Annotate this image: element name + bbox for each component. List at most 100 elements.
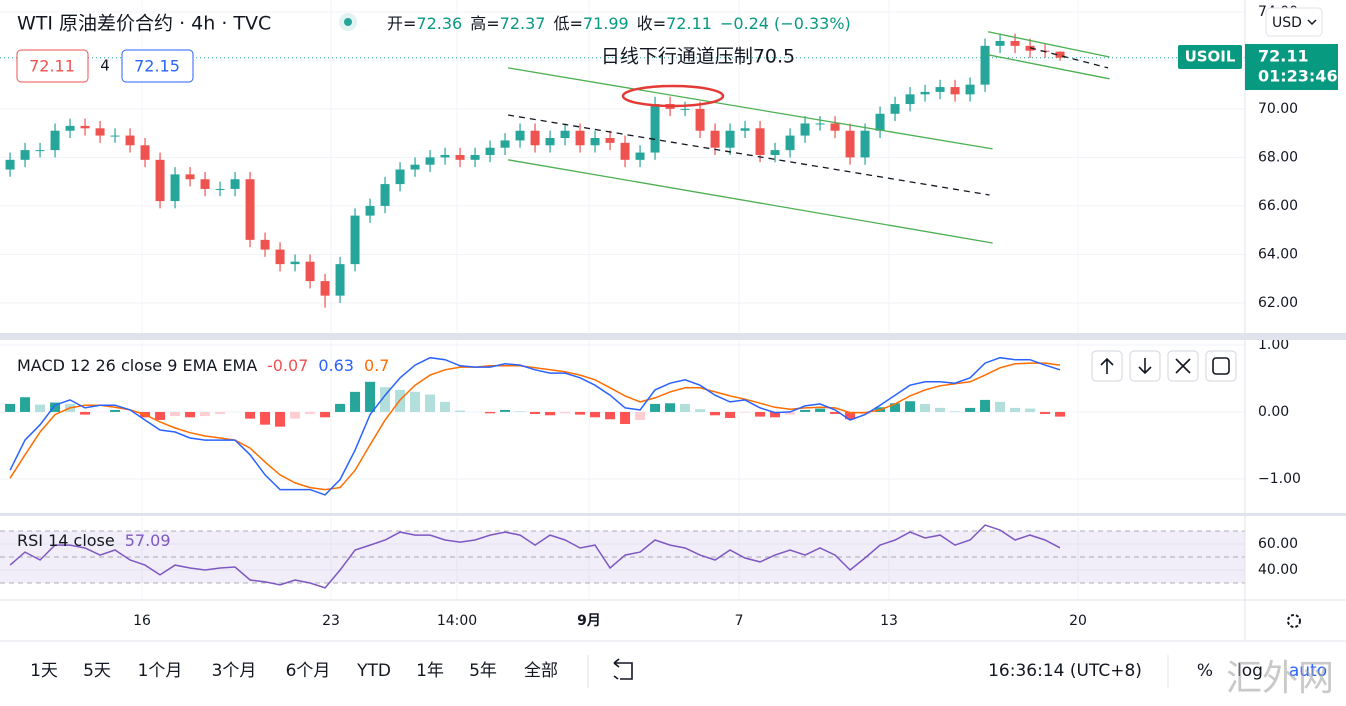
- histogram-bar: [50, 402, 61, 412]
- ohlc-value: 71.99: [583, 14, 629, 33]
- histogram-bar: [980, 399, 991, 412]
- histogram-bar: [20, 397, 31, 412]
- y-tick-label: 68.00: [1258, 149, 1298, 165]
- candle-body: [905, 94, 915, 105]
- candle-body: [650, 104, 660, 153]
- chart-title: WTI 原油差价合约 · 4h · TVC: [17, 13, 271, 35]
- scale-option[interactable]: auto: [1289, 661, 1327, 681]
- histogram-bar: [200, 411, 211, 416]
- histogram-bar: [815, 408, 826, 412]
- trendline: [507, 114, 990, 196]
- hist-value: -0.07: [267, 356, 308, 375]
- range-button[interactable]: 5天: [83, 661, 111, 681]
- histogram-bar: [755, 411, 766, 417]
- histogram-bar: [1025, 408, 1036, 412]
- range-button[interactable]: 全部: [524, 661, 558, 681]
- candle-body: [80, 125, 90, 129]
- range-button[interactable]: 1年: [416, 661, 444, 681]
- symbol-tag-label: USOIL: [1185, 48, 1236, 66]
- histogram-bar: [665, 403, 676, 412]
- candle-body: [800, 123, 810, 136]
- bid-price: 72.11: [29, 57, 75, 76]
- histogram-bar: [785, 411, 796, 415]
- histogram-bar: [440, 401, 451, 412]
- range-button[interactable]: 5年: [469, 661, 497, 681]
- histogram-bar: [905, 401, 916, 412]
- histogram-bar: [800, 409, 811, 412]
- candle-body: [830, 123, 840, 131]
- scale-option[interactable]: %: [1197, 661, 1213, 681]
- candle-body: [245, 179, 255, 240]
- histogram-bar: [680, 403, 691, 412]
- histogram-bar: [560, 411, 571, 414]
- up-icon: [1100, 357, 1114, 374]
- candle-body: [215, 188, 225, 190]
- buy-button[interactable]: [121, 49, 194, 83]
- range-button[interactable]: 6个月: [286, 661, 331, 681]
- currency-button[interactable]: [1265, 7, 1323, 37]
- candle-body: [695, 108, 705, 131]
- candle-body: [20, 150, 30, 160]
- histogram-bar: [215, 411, 226, 414]
- ask-price: 72.15: [134, 57, 180, 76]
- histogram-bar: [260, 411, 271, 425]
- settings-icon[interactable]: [1287, 614, 1301, 628]
- histogram-bar: [290, 411, 301, 419]
- symbol-tag: [1178, 45, 1242, 69]
- y-tick-label: 70.00: [1258, 101, 1298, 117]
- candle-body: [635, 152, 645, 160]
- histogram-bar: [35, 404, 46, 412]
- scale-option[interactable]: log: [1237, 661, 1263, 681]
- candle-body: [920, 91, 930, 95]
- y-tick-label: 1.00: [1258, 337, 1289, 353]
- candle-body: [125, 135, 135, 146]
- histogram-bar: [995, 401, 1006, 412]
- maximize-button[interactable]: [1205, 350, 1237, 382]
- candle-body: [530, 130, 540, 146]
- candle-body: [935, 87, 945, 92]
- candle-body: [350, 215, 360, 265]
- candle-body: [440, 154, 450, 158]
- candle-body: [875, 113, 885, 131]
- candle-body: [500, 140, 510, 148]
- histogram-bar: [545, 411, 556, 416]
- price-tag: [1245, 44, 1338, 90]
- range-button[interactable]: 1个月: [138, 661, 183, 681]
- histogram-bar: [710, 411, 721, 416]
- replay-icon[interactable]: [613, 658, 633, 680]
- histogram-bar: [1040, 411, 1051, 414]
- range-button[interactable]: 3个月: [212, 661, 257, 681]
- candle-body: [50, 130, 60, 151]
- pane-separator: [0, 333, 1346, 340]
- histogram-bar: [500, 409, 511, 412]
- range-button[interactable]: YTD: [356, 661, 391, 681]
- histogram-bar: [575, 411, 586, 415]
- ohlc-value: 72.11: [666, 14, 712, 33]
- down-icon: [1138, 358, 1152, 375]
- candle-body: [725, 130, 735, 148]
- macd-value: 0.63: [318, 356, 354, 375]
- histogram-bar: [1010, 407, 1021, 412]
- histogram-bar: [935, 407, 946, 412]
- y-tick-label: 0.00: [1258, 404, 1289, 420]
- signal-line: [9, 362, 1061, 491]
- candle-body: [140, 145, 150, 160]
- histogram-bar: [305, 411, 316, 414]
- histogram-bar: [695, 409, 706, 412]
- candle-body: [365, 205, 375, 216]
- histogram-bar: [365, 381, 376, 412]
- y-tick-label: 60.00: [1258, 536, 1298, 552]
- candle-body: [455, 154, 465, 160]
- range-button[interactable]: 1天: [30, 661, 58, 681]
- candle-body: [755, 128, 765, 155]
- sell-button[interactable]: [16, 49, 89, 83]
- histogram-bar: [185, 411, 196, 418]
- y-tick-label: 40.00: [1258, 562, 1298, 578]
- highlight-ellipse: [621, 84, 725, 108]
- x-tick-label: 13: [880, 613, 898, 629]
- x-tick-label: 14:00: [437, 613, 477, 629]
- spread: 4: [100, 57, 110, 75]
- watermark: 汇外网: [1226, 658, 1334, 699]
- y-tick-label: 64.00: [1258, 246, 1298, 262]
- histogram-bar: [650, 403, 661, 412]
